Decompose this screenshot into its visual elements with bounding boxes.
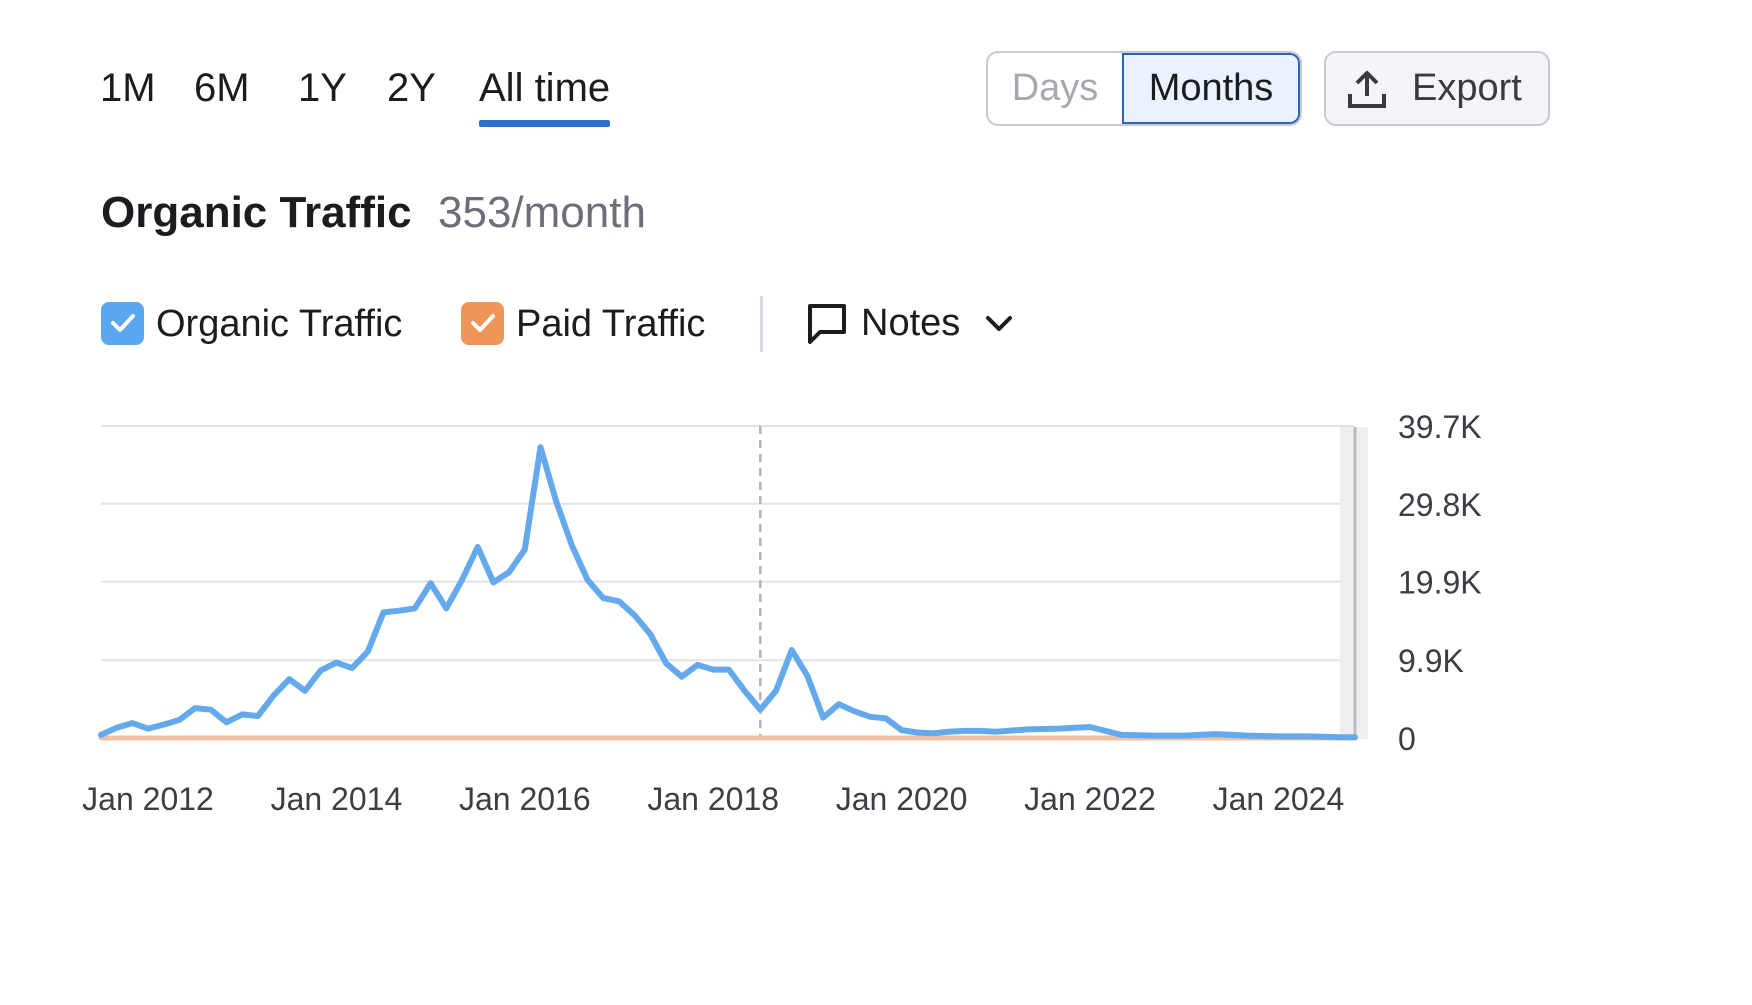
notes-dropdown[interactable]: Notes — [806, 300, 1021, 348]
x-tick-label: Jan 2012 — [82, 781, 214, 817]
x-tick-label: Jan 2020 — [836, 781, 968, 817]
paid-checkbox[interactable] — [461, 302, 504, 345]
legend-divider — [760, 296, 763, 352]
paid-label: Paid Traffic — [516, 303, 706, 345]
days-button[interactable]: Days — [1011, 67, 1099, 109]
x-axis-labels: Jan 2012 Jan 2014 Jan 2016 Jan 2018 Jan 2020… — [82, 781, 1344, 817]
notes-label: Notes — [861, 302, 961, 344]
checkmark-icon — [111, 314, 135, 332]
tab-2y[interactable]: 2Y — [387, 66, 436, 110]
legend-paid-traffic[interactable]: Paid Traffic — [461, 301, 731, 347]
x-tick-label: Jan 2022 — [1024, 781, 1156, 817]
x-tick-label: Jan 2018 — [647, 781, 779, 817]
comment-icon — [808, 304, 846, 344]
tab-1y[interactable]: 1Y — [298, 66, 347, 110]
upload-icon — [1348, 71, 1386, 108]
y-axis-labels: 0 9.9K 19.9K 29.8K 39.7K — [1398, 409, 1482, 757]
metric-title: Organic Traffic — [101, 188, 412, 237]
series-layer — [98, 444, 1358, 741]
x-tick-label: Jan 2024 — [1213, 781, 1345, 817]
chevron-down-icon — [986, 316, 1012, 331]
granularity-toggle: Days Months — [986, 51, 1302, 126]
y-tick-label: 29.8K — [1398, 487, 1482, 523]
y-tick-label: 39.7K — [1398, 409, 1482, 445]
checkmark-icon — [471, 314, 495, 332]
tab-6m[interactable]: 6M — [194, 66, 250, 110]
tab-1m[interactable]: 1M — [100, 66, 156, 110]
tab-all-time[interactable]: All time — [479, 62, 611, 127]
y-tick-label: 0 — [1398, 721, 1416, 757]
metric-value: 353/month — [438, 188, 646, 237]
months-button[interactable]: Months — [1122, 53, 1300, 124]
legend-organic-traffic[interactable]: Organic Traffic — [101, 301, 431, 347]
grid-lines — [101, 425, 1355, 662]
y-tick-label: 19.9K — [1398, 565, 1482, 601]
organic-traffic-line — [98, 444, 1358, 741]
y-tick-label: 9.9K — [1398, 643, 1464, 679]
x-tick-label: Jan 2016 — [459, 781, 591, 817]
organic-label: Organic Traffic — [156, 303, 403, 345]
x-tick-label: Jan 2014 — [271, 781, 403, 817]
export-button[interactable]: Export — [1324, 51, 1550, 126]
export-label: Export — [1412, 67, 1522, 109]
organic-checkbox[interactable] — [101, 302, 144, 345]
